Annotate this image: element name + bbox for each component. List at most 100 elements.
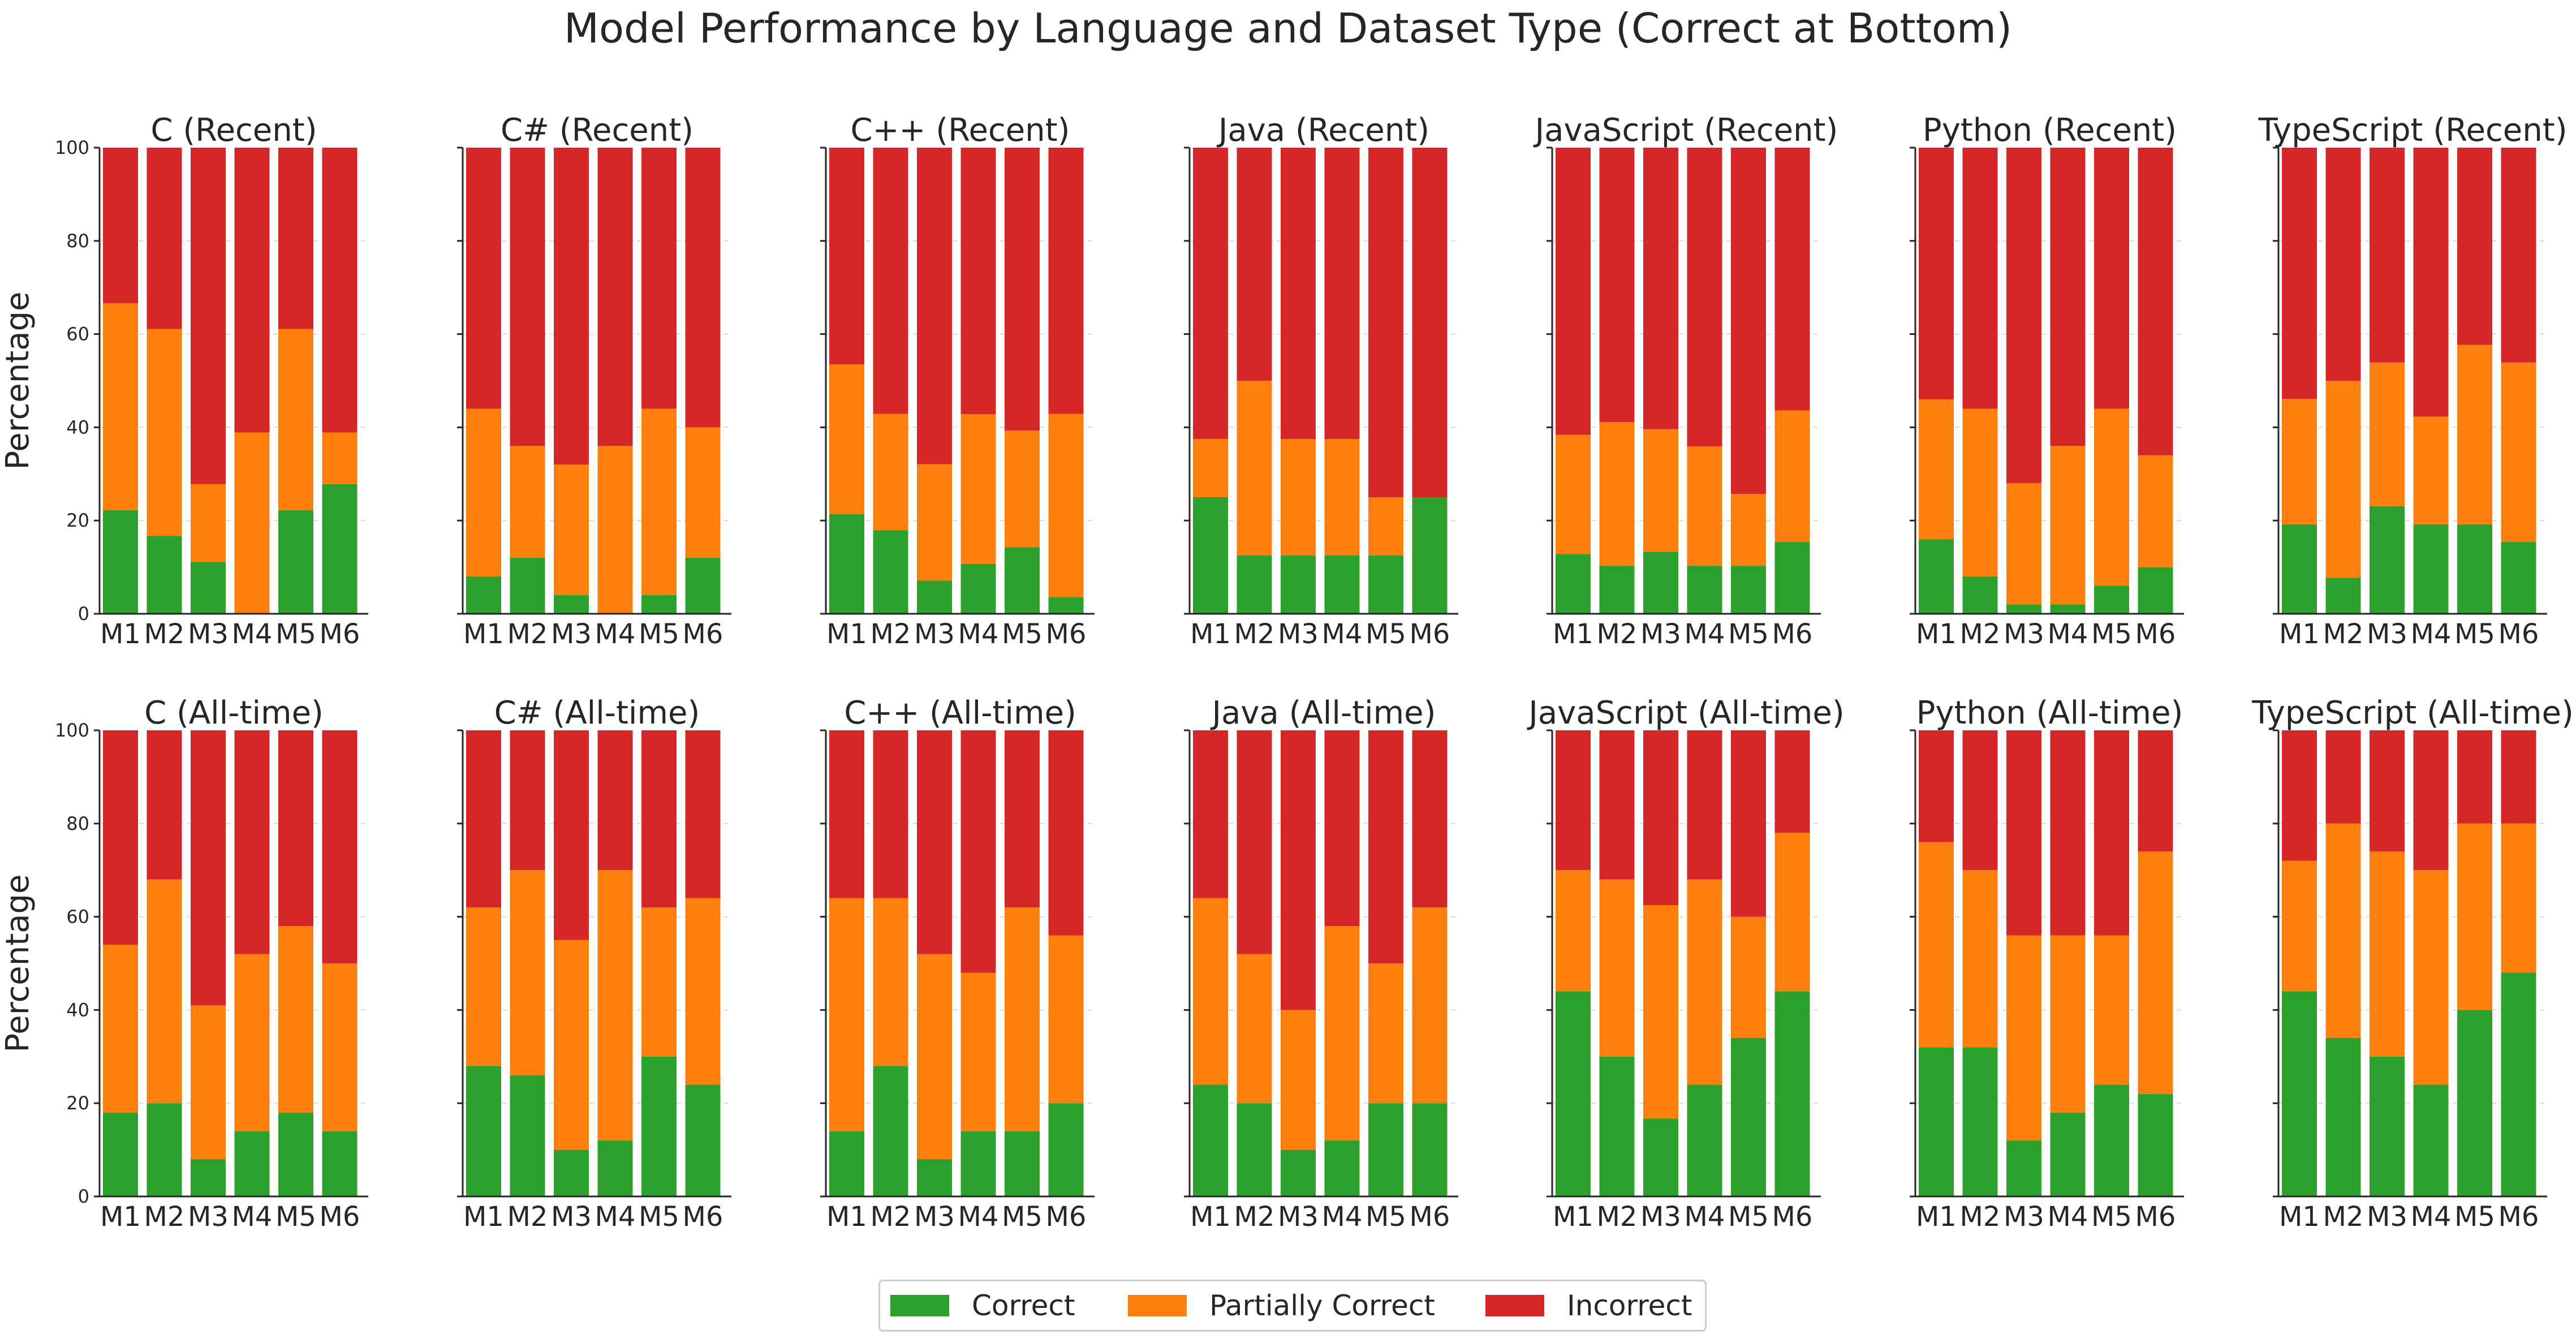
x-tick-label: M4 <box>1685 1201 1725 1233</box>
bar-correct-m1 <box>1193 497 1228 614</box>
bar-correct-m5 <box>2457 524 2492 614</box>
bar-correct-m5 <box>641 595 677 614</box>
bar-correct-m1 <box>1193 1084 1228 1196</box>
x-tick-label: M3 <box>2367 1201 2407 1233</box>
legend-item-correct: Correct <box>890 1281 1075 1330</box>
bar-incorrect-m3 <box>1281 148 1316 439</box>
bar-partially-correct-m1 <box>2282 399 2317 524</box>
legend-item-partially-correct: Partially Correct <box>1128 1281 1435 1330</box>
x-tick-label: M5 <box>1002 618 1043 650</box>
bar-correct-m5 <box>1368 1103 1403 1196</box>
bar-incorrect-m4 <box>234 148 270 433</box>
bar-correct-m5 <box>278 1112 313 1196</box>
bar-partially-correct-m6 <box>2138 851 2173 1094</box>
subplot-javascript-recent: JavaScript (Recent) M1 M2 M3 M4 M5 M6 <box>1533 112 1838 650</box>
x-tick-label: M6 <box>1046 618 1087 650</box>
subplot-csharp-all-time: C# (All-time) M1 M2 M3 M4 M5 M6 <box>457 695 731 1233</box>
x-tick-label: M5 <box>2091 618 2132 650</box>
bar-partially-correct-m5 <box>1005 430 1040 548</box>
bar-incorrect-m4 <box>597 730 633 871</box>
x-tick-label: M6 <box>320 618 360 650</box>
bar-partially-correct-m5 <box>1005 907 1040 1131</box>
x-tick-label: M4 <box>232 618 273 650</box>
bar-partially-correct-m3 <box>1643 905 1678 1119</box>
bar-correct-m3 <box>1281 1149 1316 1196</box>
y-tick-label: 20 <box>66 1092 89 1114</box>
bar-correct-m1 <box>466 1066 501 1196</box>
subplot-title: C# (All-time) <box>494 695 700 731</box>
bar-partially-correct-m3 <box>2006 483 2041 605</box>
bar-correct-m2 <box>147 536 182 614</box>
bar-incorrect-m6 <box>1048 730 1084 936</box>
y-tick-label: 80 <box>66 230 89 252</box>
subplot-title: Java (All-time) <box>1211 695 1436 731</box>
bar-correct-m2 <box>510 558 545 614</box>
x-tick-label: M5 <box>2454 1201 2495 1233</box>
bar-correct-m5 <box>2457 1010 2492 1196</box>
subplot-python-all-time: Python (All-time) M1 M2 M3 M4 M5 M6 <box>1910 695 2184 1233</box>
x-tick-label: M6 <box>1046 1201 1087 1233</box>
bar-incorrect-m2 <box>2325 730 2361 824</box>
bar-incorrect-m6 <box>685 148 721 428</box>
bar-partially-correct-m3 <box>1643 429 1678 552</box>
legend-swatch-correct <box>890 1295 949 1316</box>
x-tick-label: M5 <box>1728 618 1769 650</box>
bar-incorrect-m1 <box>829 148 864 365</box>
bar-partially-correct-m2 <box>1599 422 1635 566</box>
bar-incorrect-m6 <box>1774 730 1810 833</box>
y-tick-label: 60 <box>66 906 89 928</box>
x-tick-label: M2 <box>507 1201 548 1233</box>
bar-incorrect-m4 <box>2050 148 2086 446</box>
bar-correct-m5 <box>1731 1037 1766 1196</box>
bar-correct-m6 <box>1048 597 1084 614</box>
x-tick-label: M6 <box>683 1201 723 1233</box>
x-tick-label: M5 <box>2454 618 2495 650</box>
bar-correct-m2 <box>1962 1047 1998 1196</box>
bar-incorrect-m2 <box>873 730 908 898</box>
subplot-c-all-time: C (All-time) M1 M2 M3 M4 M5 M6 0 20 40 60 80 100 Perc… <box>0 695 368 1233</box>
bar-partially-correct-m2 <box>510 446 545 558</box>
subplot-cpp-all-time: C++ (All-time) M1 M2 M3 M4 M5 M6 <box>820 695 1095 1233</box>
x-tick-label: M4 <box>2411 618 2452 650</box>
bar-partially-correct-m6 <box>2501 823 2536 973</box>
bar-correct-m2 <box>1237 556 1272 614</box>
bar-incorrect-m1 <box>1193 730 1228 898</box>
bar-incorrect-m1 <box>1919 148 1954 399</box>
bar-partially-correct-m1 <box>829 364 864 514</box>
bar-partially-correct-m4 <box>960 972 996 1131</box>
bar-incorrect-m2 <box>1962 148 1998 409</box>
x-tick-label: M2 <box>1960 1201 2001 1233</box>
bar-partially-correct-m6 <box>1774 833 1810 992</box>
bar-partially-correct-m3 <box>917 464 952 581</box>
bar-correct-m3 <box>1643 552 1678 614</box>
x-tick-label: M5 <box>1002 1201 1043 1233</box>
x-tick-label: M2 <box>871 1201 911 1233</box>
y-tick-label: 80 <box>66 813 89 834</box>
x-tick-label: M2 <box>144 1201 185 1233</box>
subplot-title: C (All-time) <box>144 695 324 731</box>
bar-correct-m5 <box>2094 585 2129 614</box>
x-tick-label: M2 <box>871 618 911 650</box>
bar-correct-m1 <box>1919 1047 1954 1196</box>
subplot-title: TypeScript (Recent) <box>2258 112 2567 149</box>
bar-correct-m5 <box>1731 566 1766 614</box>
bar-correct-m3 <box>2006 1140 2041 1196</box>
bar-correct-m1 <box>2282 524 2317 614</box>
x-tick-label: M1 <box>1553 618 1593 650</box>
bar-partially-correct-m3 <box>191 484 226 562</box>
bar-partially-correct-m6 <box>1412 907 1448 1104</box>
x-tick-label: M4 <box>1322 1201 1363 1233</box>
bar-partially-correct-m3 <box>1281 439 1316 556</box>
bar-correct-m4 <box>597 1140 633 1196</box>
bar-partially-correct-m1 <box>103 303 138 511</box>
bar-incorrect-m1 <box>1193 148 1228 439</box>
bar-partially-correct-m2 <box>510 870 545 1075</box>
legend-swatch-partially-correct <box>1128 1295 1187 1316</box>
bar-partially-correct-m4 <box>1687 446 1722 566</box>
bar-incorrect-m2 <box>1237 730 1272 954</box>
bar-partially-correct-m4 <box>597 870 633 1141</box>
x-tick-label: M4 <box>595 1201 636 1233</box>
bar-correct-m4 <box>1687 1084 1722 1196</box>
x-tick-label: M6 <box>1772 618 1813 650</box>
